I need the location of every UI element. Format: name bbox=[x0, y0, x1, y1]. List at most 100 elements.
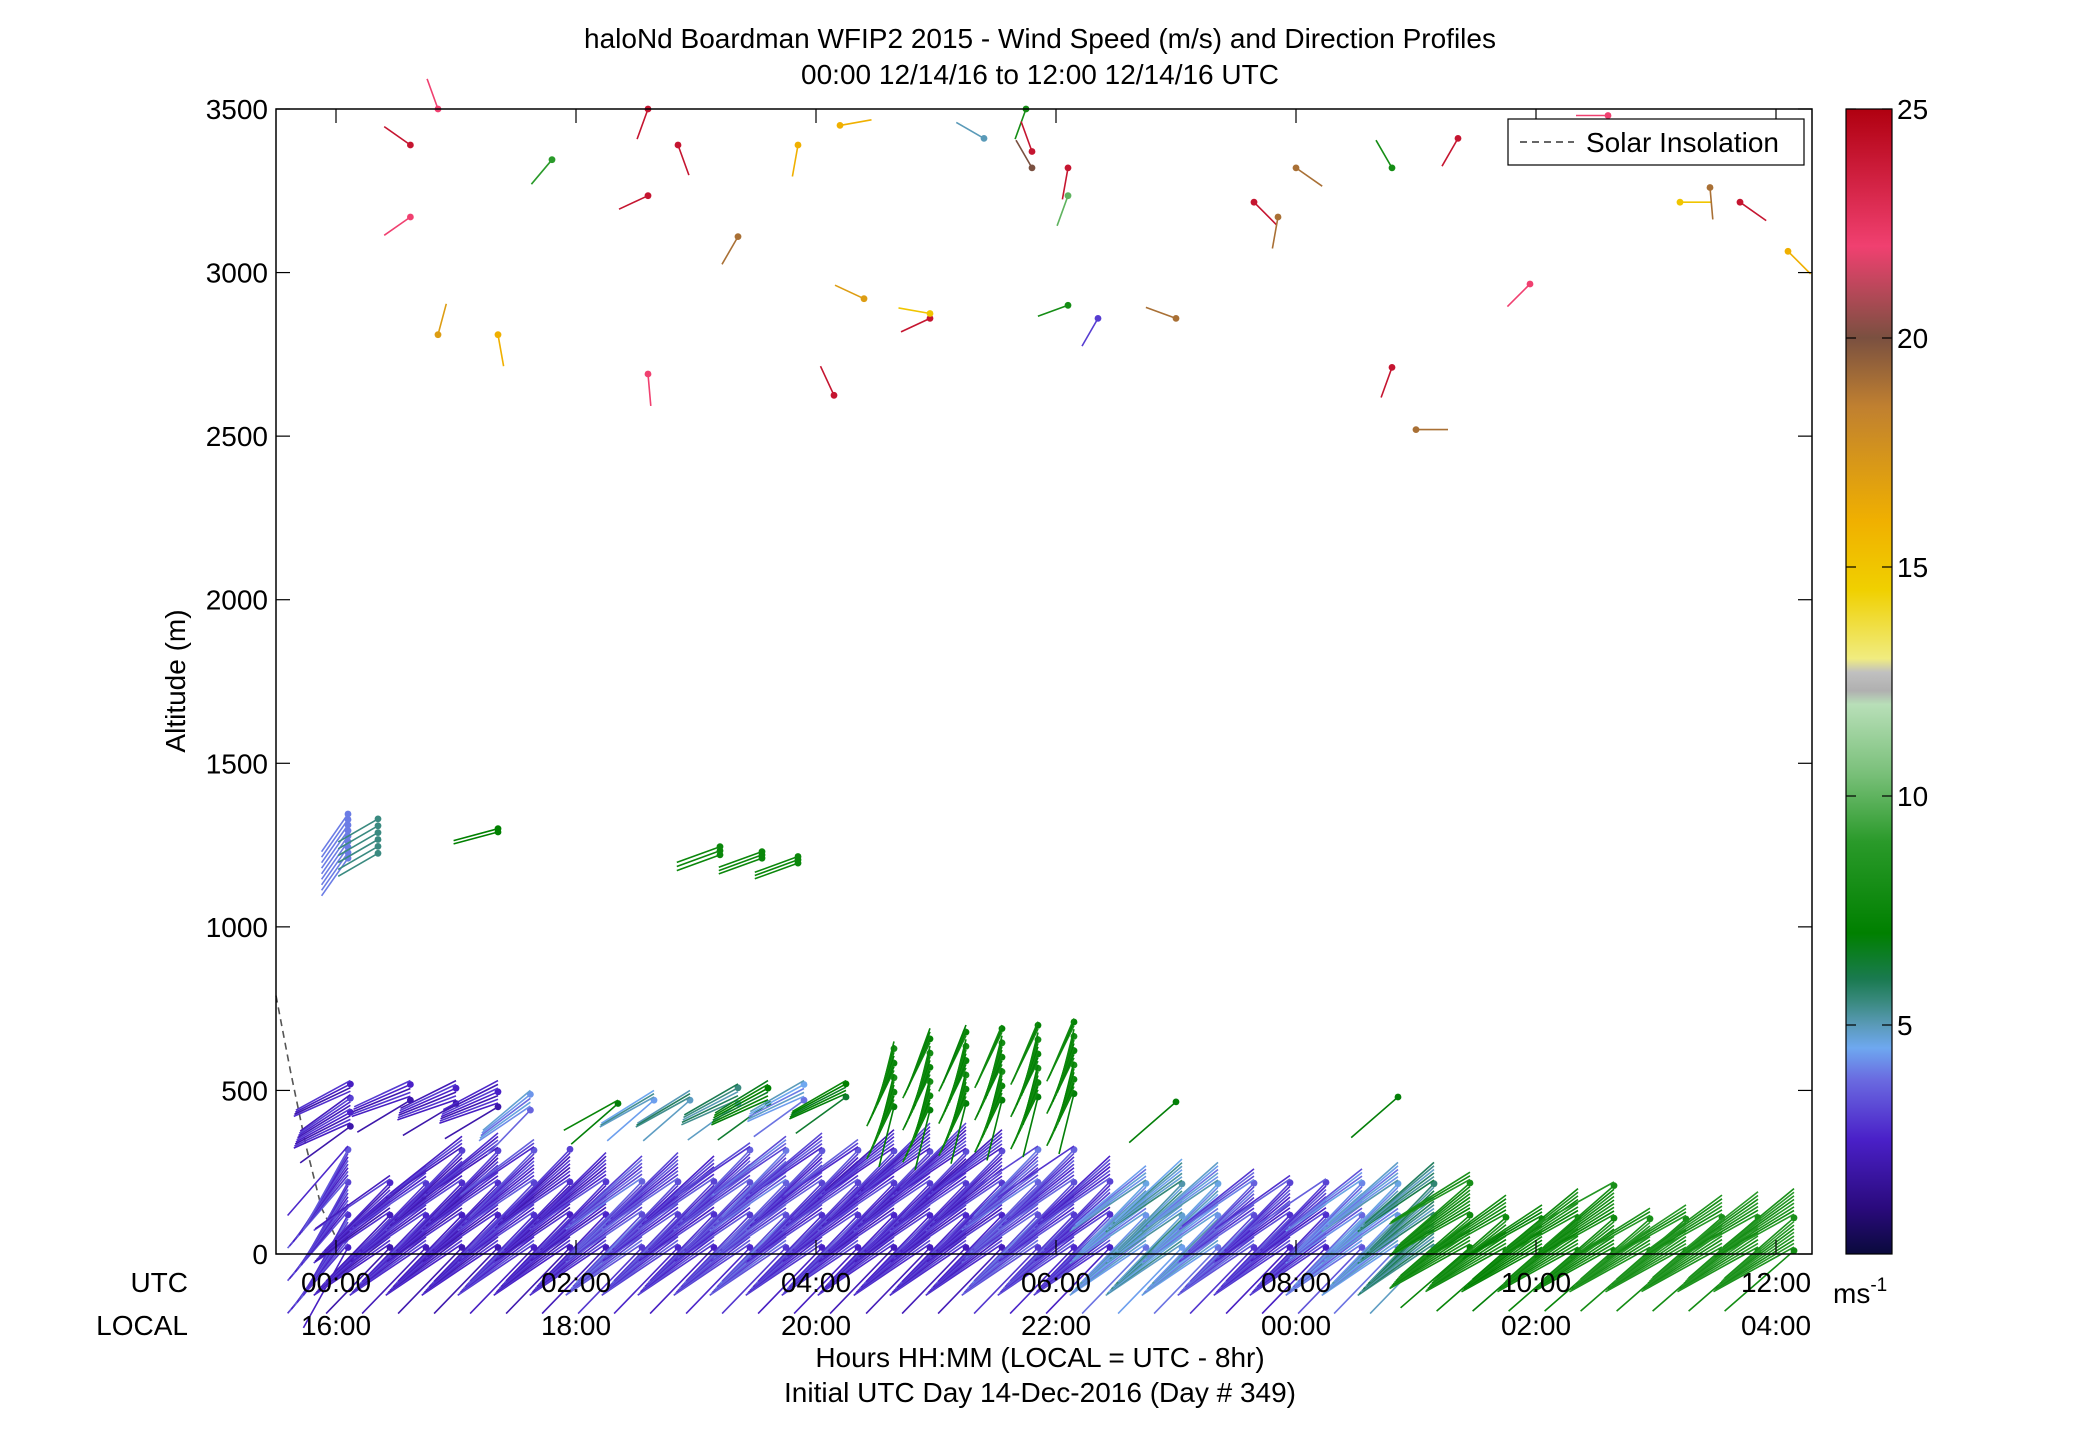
wind-barb-dot bbox=[1028, 164, 1036, 172]
x-tick-label-local: 00:00 bbox=[1261, 1310, 1331, 1341]
wind-barb bbox=[453, 827, 499, 842]
wind-barb bbox=[1682, 1198, 1759, 1253]
wind-barb bbox=[962, 1206, 1039, 1262]
wind-barb bbox=[294, 1086, 351, 1116]
wind-barb bbox=[1498, 1209, 1579, 1258]
wind-barb bbox=[781, 1178, 859, 1232]
wind-barb bbox=[337, 831, 379, 857]
wind-barb-dot bbox=[527, 1106, 534, 1114]
wind-barb bbox=[997, 1177, 1075, 1231]
wind-barb bbox=[878, 1041, 895, 1102]
wind-barb bbox=[1357, 1179, 1435, 1233]
wind-barb bbox=[350, 1207, 427, 1263]
x-tick-label-utc: 04:00 bbox=[781, 1267, 851, 1298]
wind-barb bbox=[1535, 1239, 1615, 1290]
wind-barb bbox=[757, 1246, 823, 1315]
wind-barb bbox=[1375, 139, 1393, 169]
wind-barb bbox=[1464, 1235, 1543, 1289]
wind-barb bbox=[674, 1207, 751, 1262]
wind-barb bbox=[890, 1239, 967, 1295]
wind-barb bbox=[1644, 1235, 1723, 1288]
wind-barb-dot bbox=[374, 815, 382, 823]
wind-barb bbox=[1058, 1093, 1075, 1155]
wind-barb bbox=[458, 1207, 535, 1262]
wind-barb bbox=[529, 1177, 607, 1231]
wind-barb bbox=[1177, 1178, 1255, 1232]
wind-barb-dot bbox=[1466, 1179, 1474, 1187]
wind-barb bbox=[685, 1246, 751, 1315]
wind-barb bbox=[1425, 1213, 1507, 1259]
wind-barb bbox=[637, 1243, 715, 1296]
wind-barb bbox=[1322, 1207, 1399, 1263]
wind-barb bbox=[353, 1079, 411, 1108]
wind-barb bbox=[713, 1087, 769, 1119]
wind-barb bbox=[297, 1104, 351, 1139]
wind-barb bbox=[1569, 1214, 1651, 1261]
wind-barb bbox=[757, 1214, 823, 1282]
wind-barb bbox=[496, 1235, 571, 1293]
wind-barb bbox=[878, 1073, 895, 1135]
wind-barb bbox=[574, 1155, 643, 1220]
wind-barb bbox=[1644, 1201, 1723, 1254]
wind-barb bbox=[964, 1203, 1039, 1261]
wind-barb bbox=[713, 1135, 787, 1195]
y-tick-label: 500 bbox=[221, 1075, 268, 1106]
wind-barb bbox=[795, 1096, 847, 1135]
wind-barb bbox=[494, 1239, 571, 1295]
wind-barb bbox=[386, 1239, 463, 1295]
wind-barb bbox=[577, 1213, 643, 1282]
wind-barb bbox=[899, 1122, 967, 1189]
wind-barb bbox=[908, 1028, 931, 1087]
wind-barb bbox=[606, 1099, 655, 1142]
wind-barb bbox=[1081, 1182, 1147, 1251]
wind-barb bbox=[352, 1091, 411, 1115]
wind-barb bbox=[297, 1101, 351, 1137]
wind-barb bbox=[998, 1239, 1075, 1295]
wind-barb-dot bbox=[1172, 315, 1180, 322]
colorbar-fill bbox=[1845, 108, 1893, 1255]
wind-barb-dot bbox=[1394, 1093, 1402, 1101]
wind-barb bbox=[745, 1178, 823, 1232]
wind-barb bbox=[433, 1214, 499, 1282]
wind-barb bbox=[793, 1246, 859, 1315]
wind-barb-dot bbox=[1676, 198, 1684, 206]
wind-barb bbox=[337, 825, 379, 850]
wind-barb bbox=[1391, 1236, 1471, 1287]
wind-barb bbox=[1428, 1235, 1507, 1288]
wind-barb bbox=[1716, 1235, 1795, 1288]
wind-barb bbox=[1358, 1207, 1435, 1263]
wind-barb bbox=[1322, 1175, 1399, 1231]
wind-barb bbox=[1261, 1181, 1327, 1250]
wind-barb bbox=[635, 1096, 691, 1128]
wind-barb bbox=[1534, 1242, 1615, 1291]
wind-barb bbox=[530, 1173, 607, 1229]
wind-barb bbox=[1607, 1239, 1687, 1290]
wind-barb bbox=[900, 317, 931, 333]
wind-barb bbox=[1333, 1246, 1399, 1315]
wind-barb bbox=[673, 1243, 751, 1296]
wind-barb bbox=[1390, 1239, 1471, 1288]
wind-barb-dot bbox=[1292, 164, 1300, 172]
wind-barb-dot bbox=[758, 848, 766, 855]
wind-barb bbox=[440, 1094, 499, 1120]
plot-area bbox=[275, 108, 1813, 1255]
wind-barb-dot bbox=[374, 843, 382, 850]
wind-barb bbox=[421, 1178, 499, 1232]
wind-barb bbox=[294, 1115, 351, 1145]
wind-barb bbox=[350, 1239, 427, 1295]
wind-barb bbox=[1249, 1178, 1327, 1231]
wind-barb bbox=[1189, 1214, 1255, 1283]
wind-barb bbox=[599, 1096, 655, 1128]
wind-barb bbox=[1250, 1207, 1327, 1262]
wind-barb bbox=[854, 1175, 931, 1231]
wind-barb bbox=[422, 1207, 499, 1263]
wind-barb bbox=[789, 1092, 847, 1120]
wind-barb bbox=[717, 1102, 769, 1141]
wind-barb bbox=[1009, 1149, 1075, 1217]
wind-barb bbox=[746, 1143, 823, 1198]
wind-barb bbox=[781, 1146, 859, 1199]
wind-barb bbox=[1391, 1171, 1471, 1222]
wind-barb bbox=[901, 1246, 967, 1315]
legend-label: Solar Insolation bbox=[1586, 127, 1779, 158]
wind-barb bbox=[640, 1235, 715, 1293]
